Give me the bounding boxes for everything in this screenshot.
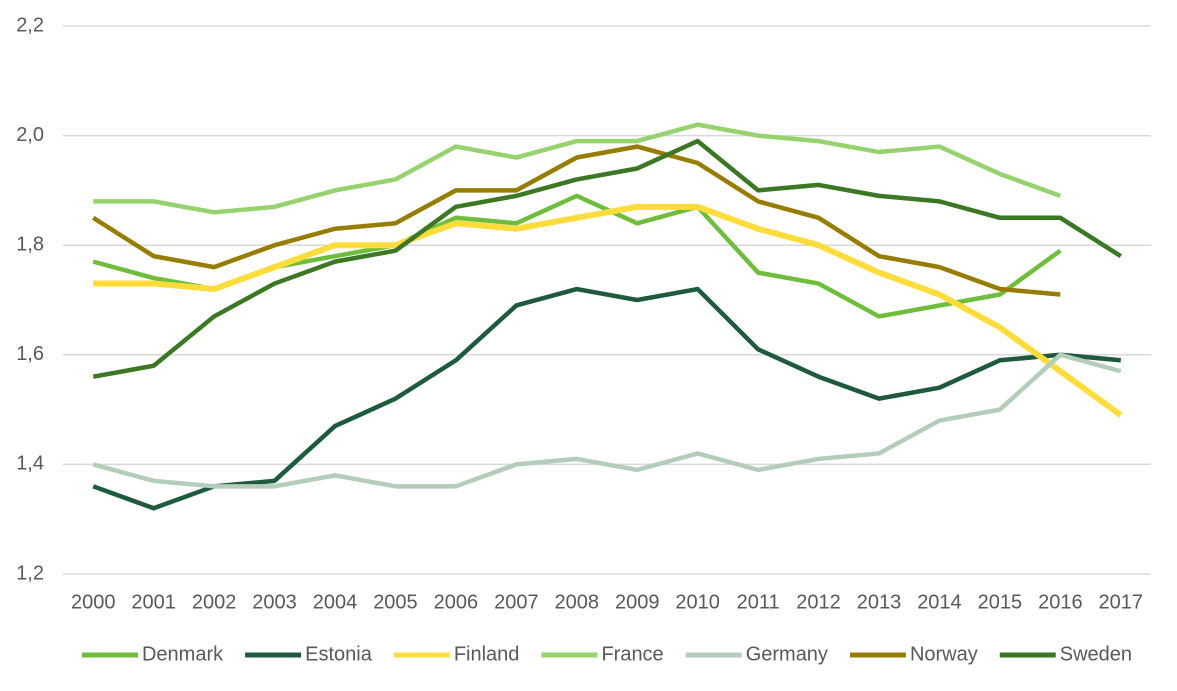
- x-tick-label: 2009: [615, 591, 660, 613]
- series-line: [93, 203, 1123, 418]
- legend-label: Norway: [910, 643, 978, 665]
- x-tick-label: 2014: [917, 591, 962, 613]
- x-tick-label: 2005: [373, 591, 418, 613]
- y-tick-label: 1,8: [16, 233, 44, 255]
- y-tick-label: 1,4: [16, 453, 44, 475]
- series-line: [92, 352, 1122, 489]
- legend-label: Estonia: [305, 643, 373, 665]
- x-tick-label: 2015: [978, 591, 1023, 613]
- series-line: [92, 144, 1061, 297]
- x-tick-label: 2010: [675, 591, 720, 613]
- y-tick-label: 1,2: [16, 562, 44, 584]
- series-line: [92, 286, 1121, 511]
- x-tick-label: 2000: [71, 591, 116, 613]
- series-line: [92, 138, 1122, 379]
- x-tick-label: 2012: [796, 591, 841, 613]
- legend-label: Germany: [746, 643, 828, 665]
- series-line: [93, 122, 1062, 215]
- x-tick-label: 2013: [857, 591, 902, 613]
- x-tick-label: 2011: [737, 591, 780, 613]
- x-tick-label: 2006: [434, 591, 479, 613]
- y-tick-label: 2,2: [16, 14, 44, 36]
- x-tick-label: 2016: [1038, 591, 1083, 613]
- x-tick-label: 2008: [555, 591, 600, 613]
- x-tick-label: 2017: [1099, 591, 1144, 613]
- y-tick-label: 2,0: [16, 124, 44, 146]
- y-tick-label: 1,6: [16, 343, 44, 365]
- x-tick-label: 2007: [494, 591, 539, 613]
- legend-label: Finland: [454, 643, 520, 665]
- x-tick-label: 2003: [252, 591, 297, 613]
- legend-label: France: [601, 643, 663, 665]
- x-tick-label: 2001: [131, 591, 176, 613]
- x-tick-label: 2004: [313, 591, 358, 613]
- legend-label: Denmark: [142, 643, 224, 665]
- legend-label: Sweden: [1060, 643, 1132, 665]
- x-tick-label: 2002: [192, 591, 237, 613]
